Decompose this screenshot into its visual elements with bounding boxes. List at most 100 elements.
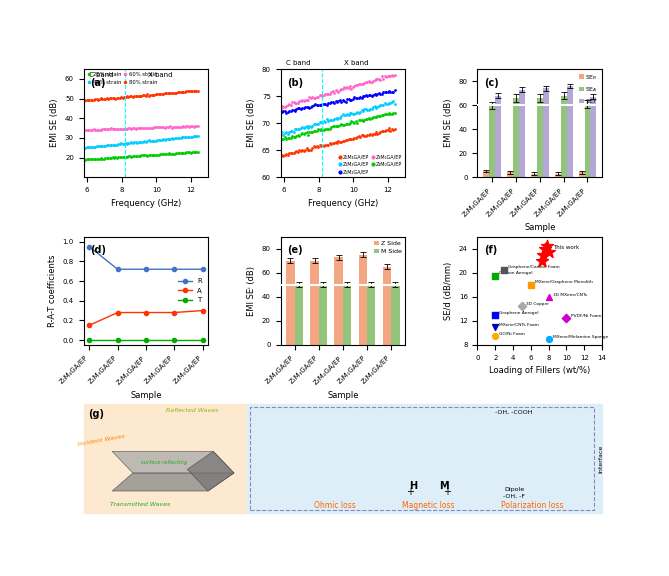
Bar bbox=[555, 174, 561, 177]
60% strain bbox=[194, 123, 202, 130]
80% strain bbox=[80, 97, 88, 104]
Bar bbox=[489, 105, 495, 177]
Text: (e): (e) bbox=[287, 245, 302, 255]
Z₁M₃GA/EP bbox=[352, 109, 360, 116]
T bbox=[199, 336, 207, 343]
Line: Z₄M₀GA/EP: Z₄M₀GA/EP bbox=[279, 111, 396, 141]
60% strain bbox=[181, 123, 189, 130]
Bar bbox=[585, 104, 591, 177]
Z₂M₂GA/EP bbox=[276, 108, 284, 115]
Z₂M₂GA/EP bbox=[347, 97, 355, 104]
Z₃M₁GA/EP bbox=[391, 71, 399, 78]
Text: (b): (b) bbox=[287, 78, 303, 88]
Line: A: A bbox=[87, 309, 205, 327]
Bar bbox=[513, 98, 519, 177]
Point bbox=[490, 310, 500, 320]
Text: (c): (c) bbox=[484, 78, 498, 88]
Text: (g): (g) bbox=[88, 409, 104, 419]
Z₀M₄GA/EP bbox=[280, 153, 288, 160]
Point bbox=[543, 247, 554, 256]
Text: X band: X band bbox=[345, 60, 369, 66]
Legend: R, A, T: R, A, T bbox=[175, 276, 205, 306]
Text: Magnetic loss: Magnetic loss bbox=[402, 501, 455, 510]
Legend: 20% strain, 40% strain, 60% strain, 80% strain: 20% strain, 40% strain, 60% strain, 80% … bbox=[86, 72, 158, 85]
40% strain bbox=[194, 132, 202, 139]
Point bbox=[540, 244, 551, 253]
Line: 60% strain: 60% strain bbox=[82, 124, 199, 132]
Text: X band: X band bbox=[148, 72, 172, 78]
Line: 40% strain: 40% strain bbox=[82, 134, 199, 149]
Polygon shape bbox=[112, 452, 234, 473]
Text: 3D MXene/CNTs: 3D MXene/CNTs bbox=[553, 293, 587, 297]
R bbox=[199, 266, 207, 272]
80% strain bbox=[193, 88, 201, 94]
Text: M: M bbox=[439, 481, 449, 491]
40% strain bbox=[181, 134, 189, 141]
Z₁M₃GA/EP bbox=[356, 108, 364, 115]
80% strain bbox=[158, 90, 166, 97]
Bar bbox=[495, 96, 501, 177]
Text: H: H bbox=[409, 481, 417, 491]
60% strain bbox=[187, 122, 195, 129]
40% strain bbox=[153, 137, 161, 143]
20% strain bbox=[155, 151, 163, 158]
Z₀M₄GA/EP bbox=[385, 124, 393, 131]
Bar bbox=[84, 404, 247, 513]
Z₂M₂GA/EP bbox=[391, 86, 399, 93]
80% strain bbox=[153, 91, 161, 98]
Point bbox=[543, 334, 554, 343]
Text: (d): (d) bbox=[90, 245, 106, 255]
Bar bbox=[286, 261, 294, 345]
Polygon shape bbox=[187, 452, 234, 491]
A bbox=[199, 307, 207, 314]
Z₃M₁GA/EP bbox=[378, 73, 386, 79]
Point bbox=[526, 281, 537, 290]
Legend: Z₀M₄GA/EP, Z₁M₃GA/EP, Z₂M₂GA/EP, Z₃M₁GA/EP, Z₄M₀GA/EP: Z₀M₄GA/EP, Z₁M₃GA/EP, Z₂M₂GA/EP, Z₃M₁GA/… bbox=[337, 154, 403, 175]
Z₁M₃GA/EP bbox=[347, 110, 355, 117]
Z₄M₀GA/EP bbox=[391, 109, 399, 116]
60% strain bbox=[148, 124, 156, 131]
X-axis label: Frequency (GHz): Frequency (GHz) bbox=[111, 199, 181, 207]
20% strain bbox=[151, 152, 159, 159]
A bbox=[170, 309, 178, 316]
Z₀M₄GA/EP bbox=[328, 139, 337, 146]
Y-axis label: R-A-T coefficients: R-A-T coefficients bbox=[48, 255, 57, 327]
Line: Z₁M₃GA/EP: Z₁M₃GA/EP bbox=[279, 100, 396, 136]
A bbox=[142, 309, 150, 316]
60% strain bbox=[153, 124, 161, 131]
Z₄M₀GA/EP bbox=[347, 118, 355, 124]
Point bbox=[543, 292, 554, 301]
T bbox=[170, 336, 178, 343]
Z₃M₁GA/EP bbox=[346, 83, 354, 90]
Z₃M₁GA/EP bbox=[327, 89, 335, 96]
20% strain bbox=[193, 149, 201, 156]
T bbox=[85, 336, 93, 343]
Text: Graphene Aerogel: Graphene Aerogel bbox=[500, 310, 539, 314]
R bbox=[142, 266, 150, 272]
Point bbox=[537, 256, 547, 266]
Line: 80% strain: 80% strain bbox=[82, 89, 199, 102]
Y-axis label: EMI SE (dB): EMI SE (dB) bbox=[444, 99, 453, 147]
60% strain bbox=[158, 124, 166, 131]
80% strain bbox=[130, 93, 138, 100]
Bar bbox=[383, 267, 391, 345]
40% strain bbox=[130, 139, 138, 146]
Text: (a): (a) bbox=[90, 78, 105, 88]
80% strain bbox=[181, 89, 189, 96]
Point bbox=[516, 301, 527, 310]
Line: R: R bbox=[87, 245, 205, 271]
Z₀M₄GA/EP bbox=[379, 127, 387, 134]
Text: C band: C band bbox=[286, 60, 310, 66]
Legend: Z Side, M Side: Z Side, M Side bbox=[373, 240, 402, 255]
Bar bbox=[318, 285, 327, 345]
Text: MXene/CNTs Foam: MXene/CNTs Foam bbox=[500, 323, 539, 327]
40% strain bbox=[158, 137, 166, 143]
Bar bbox=[367, 285, 375, 345]
Z₀M₄GA/EP bbox=[352, 135, 360, 142]
Z₀M₄GA/EP bbox=[356, 133, 364, 140]
40% strain bbox=[148, 138, 156, 145]
Text: GO/Ni Foam: GO/Ni Foam bbox=[500, 332, 525, 336]
Z₄M₀GA/EP bbox=[352, 118, 360, 124]
Z₂M₂GA/EP bbox=[352, 94, 360, 101]
20% strain bbox=[132, 153, 140, 160]
